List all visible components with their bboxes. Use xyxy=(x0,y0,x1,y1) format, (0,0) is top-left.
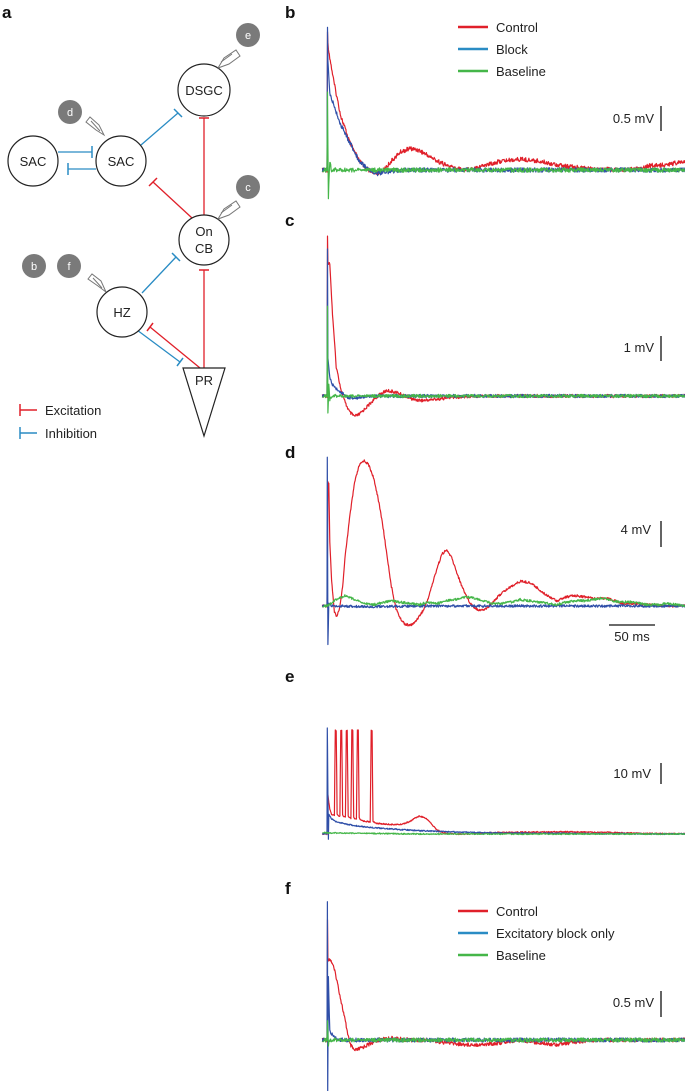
scale-label-b: 0.5 mV xyxy=(613,111,655,126)
node-hz-label: HZ xyxy=(113,305,130,320)
edge-oncb-to-sac-bar xyxy=(148,177,158,187)
badge-b: b xyxy=(22,254,46,278)
scale-label-d: 4 mV xyxy=(621,522,652,537)
legend-panel-b: Control Block Baseline xyxy=(458,20,546,79)
legend-panel-f: Control Excitatory block only Baseline xyxy=(458,904,615,963)
node-dsgc: DSGC xyxy=(177,63,231,117)
node-dsgc-label: DSGC xyxy=(185,83,223,98)
electrode-sac-icon xyxy=(85,116,106,137)
badge-c: c xyxy=(236,175,260,199)
trace-f-baseline xyxy=(322,1020,685,1047)
node-sac-right: SAC xyxy=(95,135,147,187)
node-sac-left-label: SAC xyxy=(20,154,47,169)
trace-b-baseline xyxy=(322,91,685,200)
scale-label-f: 0.5 mV xyxy=(613,995,655,1010)
edge-hz-to-pr xyxy=(136,329,181,363)
circuit-diagram: SAC SAC DSGC On CB HZ PR xyxy=(7,23,260,441)
legend-b-block: Block xyxy=(496,42,528,57)
badge-d: d xyxy=(58,100,82,124)
panel-label-f: f xyxy=(285,879,291,898)
panel-label-a: a xyxy=(2,3,12,22)
node-pr-label: PR xyxy=(195,373,213,388)
legend-excitation: Excitation xyxy=(19,403,101,418)
trace-d-control xyxy=(321,459,685,627)
panel-label-b: b xyxy=(285,3,295,22)
edge-oncb-to-sac xyxy=(152,181,193,219)
electrode-oncb-icon xyxy=(216,200,241,220)
node-sac-left: SAC xyxy=(7,135,59,187)
panel-label-c: c xyxy=(285,211,294,230)
badge-e: e xyxy=(236,23,260,47)
trace-c-control xyxy=(321,235,685,417)
legend-f-control: Control xyxy=(496,904,538,919)
node-pr: PR xyxy=(182,367,226,439)
node-sac-right-label: SAC xyxy=(108,154,135,169)
svg-text:e: e xyxy=(245,30,251,42)
edge-hz-to-pr-bar xyxy=(176,357,184,367)
legend-b-control: Control xyxy=(496,20,538,35)
edge-sac-to-dsgc-bar xyxy=(173,108,183,118)
node-on-cb: On CB xyxy=(178,214,230,266)
scale-bar-b: 0.5 mV xyxy=(613,106,662,131)
time-scale-label-d: 50 ms xyxy=(614,629,650,644)
scale-label-e: 10 mV xyxy=(613,766,651,781)
electrode-hz-icon xyxy=(87,273,107,293)
svg-text:d: d xyxy=(67,107,73,119)
svg-text:c: c xyxy=(245,182,251,194)
trace-c-block xyxy=(321,248,685,400)
legend-excitation-label: Excitation xyxy=(45,403,101,418)
scale-bar-f: 0.5 mV xyxy=(613,991,662,1017)
legend-f-block: Excitatory block only xyxy=(496,926,615,941)
svg-text:b: b xyxy=(31,261,37,273)
legend-inhibition: Inhibition xyxy=(19,426,97,441)
badge-f: f xyxy=(57,254,81,278)
trace-e-control xyxy=(321,729,685,836)
time-scale-bar-d: 50 ms xyxy=(609,624,655,644)
trace-d-block xyxy=(321,456,685,646)
panel-label-d: d xyxy=(285,443,295,462)
panel-label-e: e xyxy=(285,667,294,686)
edge-hz-to-oncb xyxy=(141,256,177,294)
legend-b-baseline: Baseline xyxy=(496,64,546,79)
node-on-cb-label-2: CB xyxy=(195,241,213,256)
edge-pr-to-hz xyxy=(149,326,201,369)
scale-label-c: 1 mV xyxy=(624,340,655,355)
scale-bar-e: 10 mV xyxy=(613,763,662,784)
scale-bar-c: 1 mV xyxy=(624,336,662,361)
trace-d-baseline xyxy=(322,594,685,608)
traces-layer xyxy=(321,26,685,1091)
svg-text:f: f xyxy=(67,261,71,273)
legend-f-baseline: Baseline xyxy=(496,948,546,963)
trace-c-baseline xyxy=(322,305,685,414)
node-on-cb-label-1: On xyxy=(195,224,212,239)
scale-bar-d: 4 mV xyxy=(621,521,662,547)
trace-e-baseline xyxy=(322,831,685,836)
edge-sac-to-dsgc xyxy=(140,112,179,146)
edge-pr-to-hz-bar xyxy=(146,322,154,332)
legend-inhibition-label: Inhibition xyxy=(45,426,97,441)
edge-hz-to-oncb-bar xyxy=(171,252,181,262)
node-hz: HZ xyxy=(96,286,148,338)
electrode-dsgc-icon xyxy=(216,49,241,69)
